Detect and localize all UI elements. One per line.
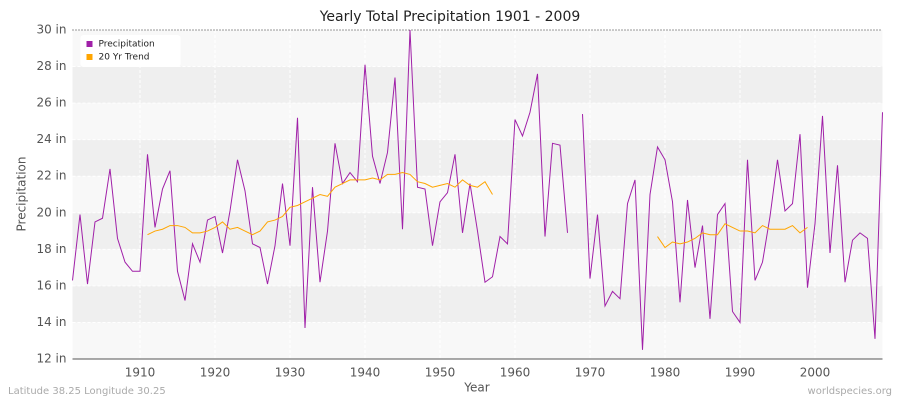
- legend-box: [80, 35, 181, 67]
- x-tick-label: 1930: [275, 366, 306, 380]
- y-tick-label: 18 in: [36, 242, 66, 256]
- legend-swatch: [86, 41, 93, 47]
- grid-band: [72, 285, 883, 323]
- y-tick-label: 28 in: [36, 59, 66, 73]
- x-tick-label: 1920: [200, 366, 231, 380]
- y-tick-label: 24 in: [36, 132, 66, 146]
- y-axis-label: Precipitation: [15, 156, 29, 231]
- y-tick-label: 26 in: [36, 96, 66, 110]
- chart-title: Yearly Total Precipitation 1901 - 2009: [319, 9, 581, 25]
- x-tick-label: 1990: [725, 366, 756, 380]
- x-tick-label: 1910: [125, 366, 156, 380]
- footer-left: Latitude 38.25 Longitude 30.25: [8, 386, 166, 397]
- grid-band: [72, 139, 883, 177]
- x-tick-label: 1950: [425, 366, 456, 380]
- footer-right: worldspecies.org: [808, 386, 892, 397]
- x-tick-label: 2000: [800, 366, 831, 380]
- x-tick-label: 1980: [650, 366, 681, 380]
- x-tick-label: 1960: [500, 366, 531, 380]
- y-tick-label: 30 in: [36, 23, 66, 37]
- y-tick-label: 14 in: [36, 315, 66, 329]
- legend-label: 20 Yr Trend: [99, 53, 150, 63]
- y-tick-label: 20 in: [36, 205, 66, 219]
- legend-label: Precipitation: [99, 40, 155, 50]
- x-axis-label: Year: [463, 381, 489, 395]
- series-line: [147, 172, 808, 249]
- y-tick-label: 16 in: [36, 278, 66, 292]
- x-tick-label: 1940: [350, 366, 381, 380]
- grid-band: [72, 66, 883, 104]
- x-tick-label: 1970: [575, 366, 606, 380]
- series-line: [72, 29, 883, 350]
- y-tick-label: 12 in: [36, 352, 66, 366]
- y-tick-label: 22 in: [36, 169, 66, 183]
- legend-swatch: [86, 54, 93, 60]
